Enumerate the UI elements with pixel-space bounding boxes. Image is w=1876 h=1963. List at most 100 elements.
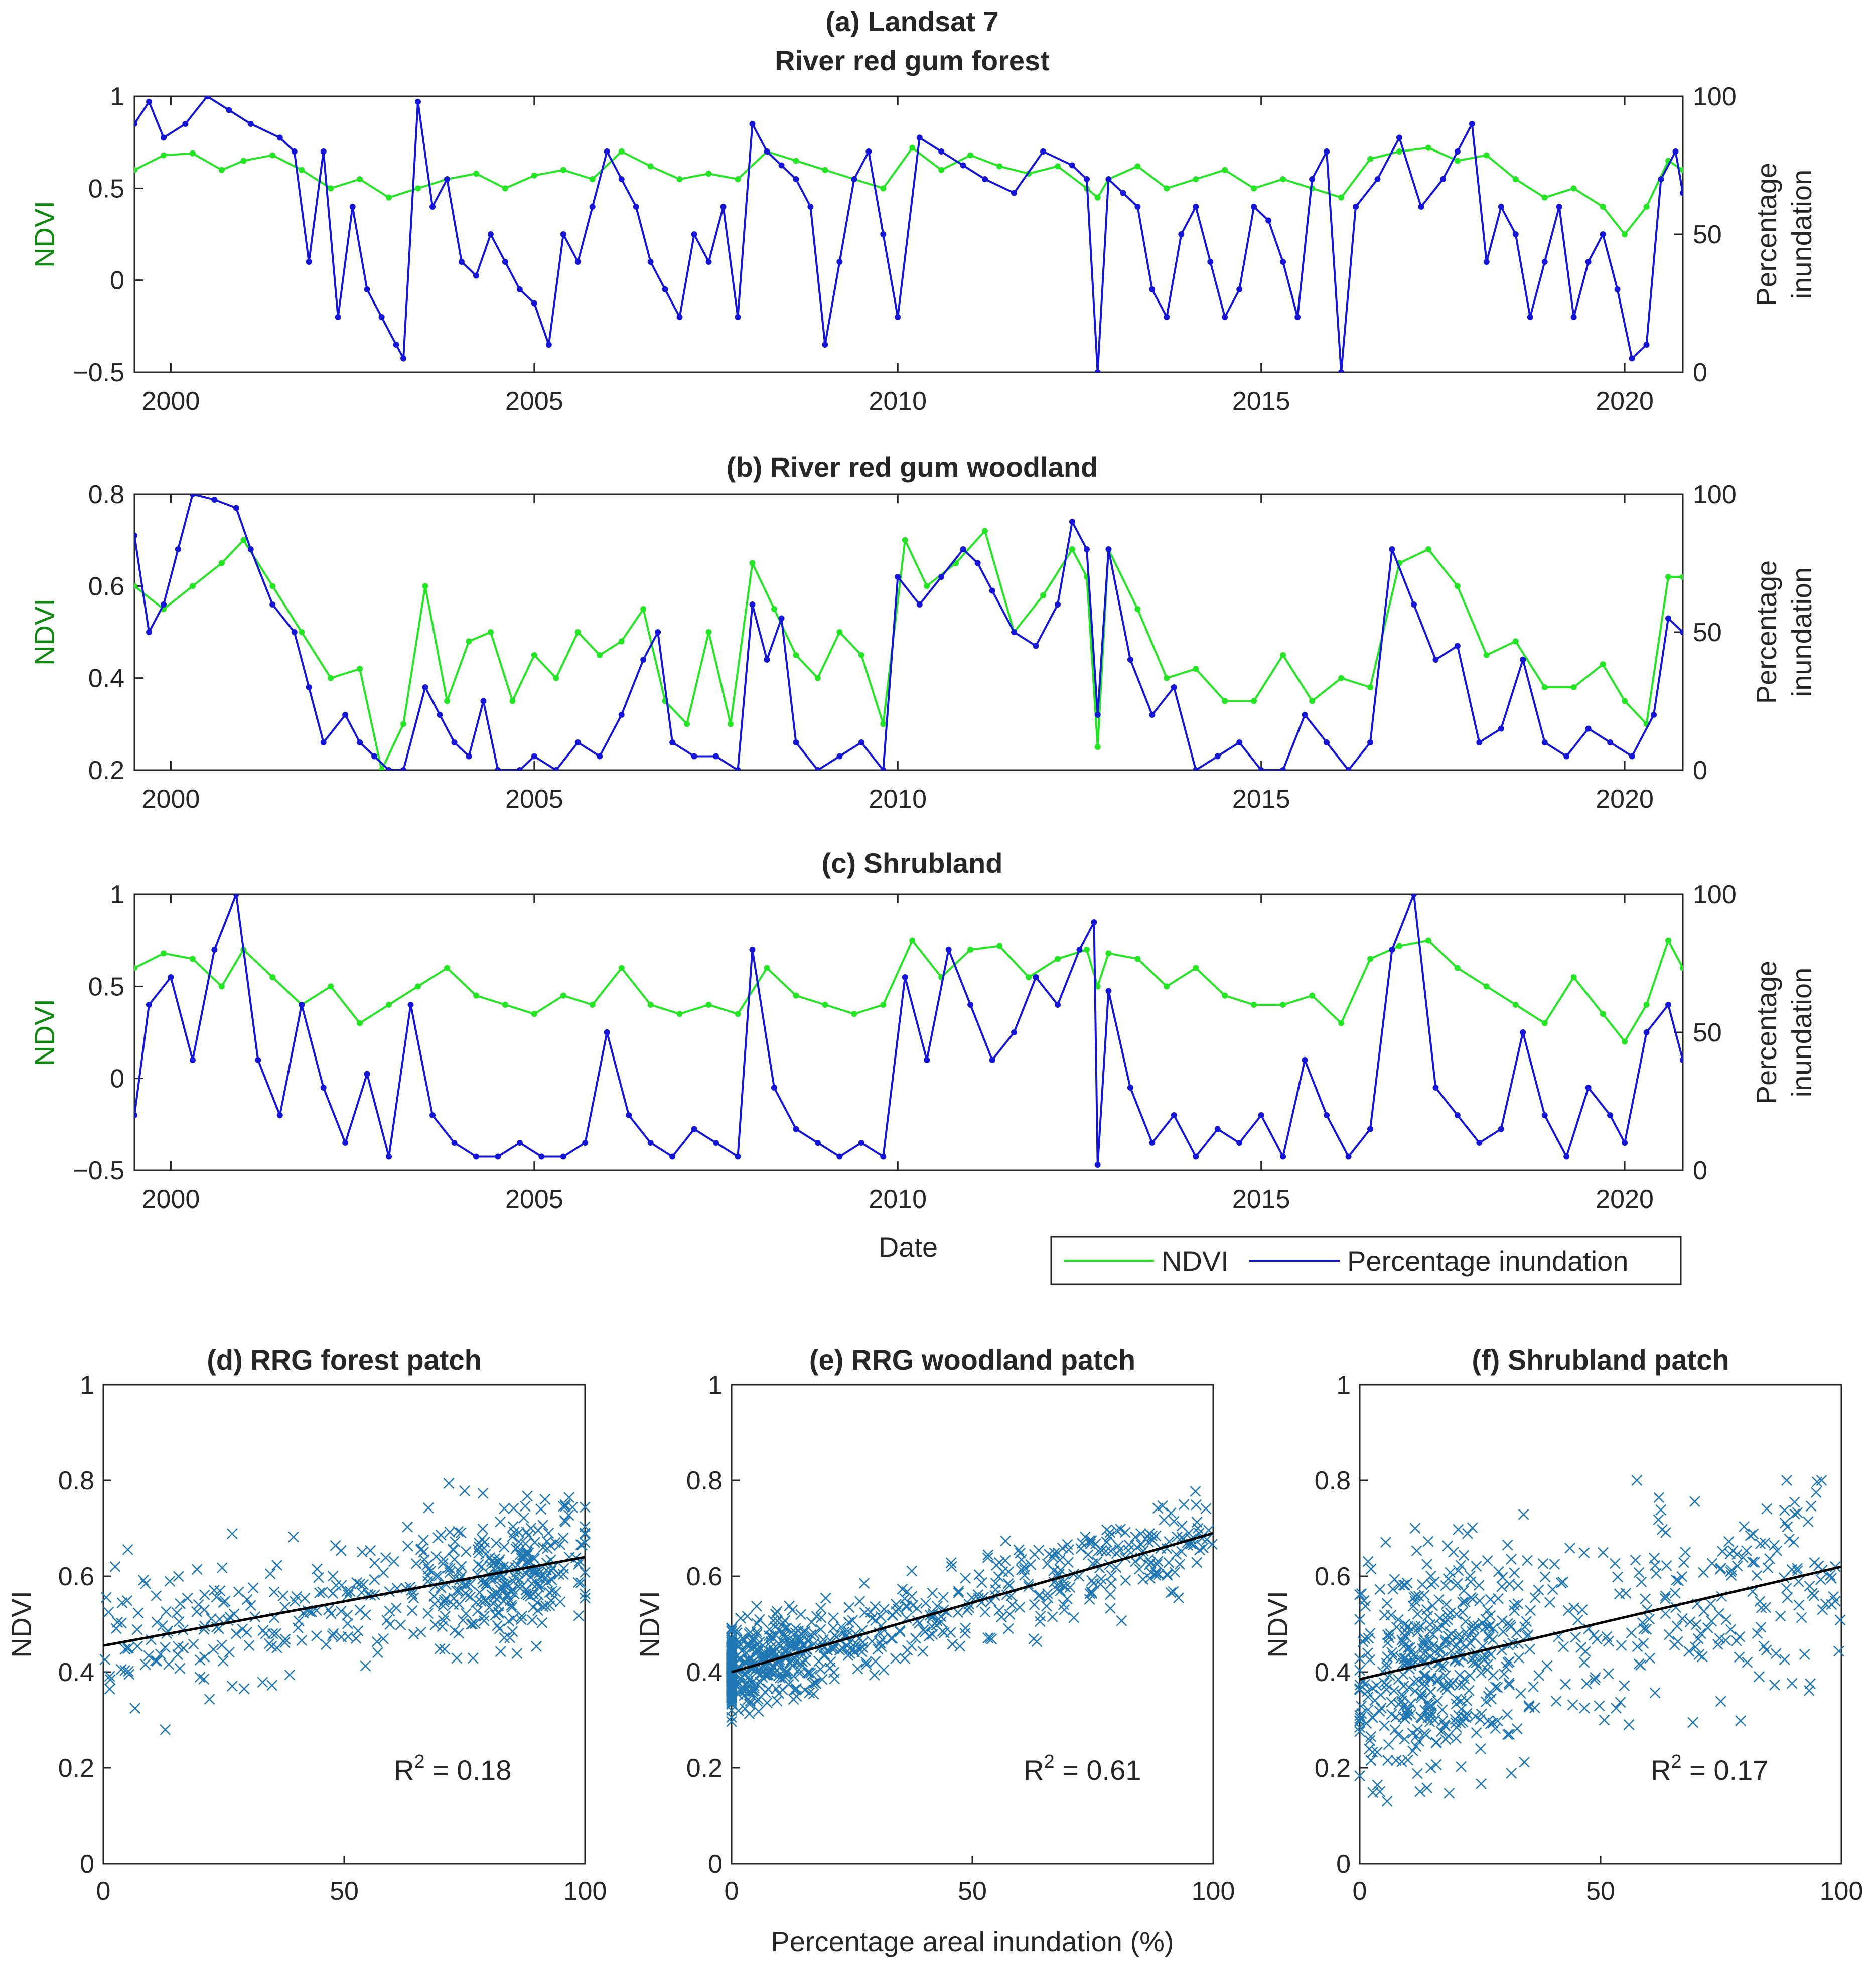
panel-f-marker — [1511, 1723, 1523, 1734]
panel-f-marker — [1442, 1540, 1454, 1552]
panel-e-marker — [1168, 1586, 1179, 1597]
panel-b-ndvi-point — [1665, 574, 1672, 580]
panel-a-ndvi-point — [1425, 144, 1431, 151]
panel-c-ndvi-point — [1251, 1002, 1257, 1008]
panel-b-ndvi-point — [299, 629, 305, 635]
panel-f-marker — [1738, 1552, 1749, 1563]
panel-b-ndvi-point — [1425, 546, 1431, 552]
panel-d-marker — [268, 1586, 280, 1598]
panel-c-ndvi-point — [1094, 983, 1101, 990]
panel-a-ndvi-point — [1094, 194, 1101, 201]
panel-a-inundation-point — [895, 314, 901, 320]
panel-e-marker — [791, 1683, 802, 1694]
panel-a-inundation-point — [1011, 190, 1018, 196]
panel-a-xtick-label-2000: 2000 — [142, 387, 200, 416]
panel-a-ndvi-point — [415, 185, 421, 192]
panel-b-title: (b) River red gum woodland — [727, 451, 1098, 483]
panel-f-marker — [1799, 1649, 1810, 1660]
panel-e-marker — [1082, 1549, 1094, 1560]
panel-d-marker — [230, 1628, 242, 1639]
panel-f-marker — [1424, 1626, 1436, 1637]
panel-e-marker — [788, 1694, 799, 1705]
panel-d-marker — [173, 1616, 185, 1627]
panel-e-marker — [790, 1656, 802, 1668]
panel-f-marker — [1354, 1653, 1365, 1665]
panel-f-r2-r: R — [1651, 1754, 1671, 1786]
panel-c-inundation-point — [1476, 1140, 1483, 1146]
panel-d-marker — [194, 1672, 206, 1683]
panel-c-inundation-point — [626, 1112, 632, 1118]
panel-d-marker — [174, 1663, 186, 1674]
panel-f-marker — [1633, 1658, 1645, 1670]
panel-f-marker — [1792, 1565, 1803, 1576]
panel-f-marker — [1436, 1681, 1448, 1692]
panel-f-marker — [1376, 1702, 1387, 1714]
panel-f-marker — [1770, 1648, 1782, 1659]
panel-f-marker — [1649, 1687, 1661, 1699]
panel-f-marker — [1802, 1516, 1814, 1528]
panel-d-marker — [206, 1613, 217, 1624]
panel-d-marker — [173, 1641, 184, 1652]
panel-b-ytick-left-label-3: 0.2 — [88, 756, 124, 785]
panel-a-inundation-point — [574, 259, 581, 265]
panel-b-inundation-point — [960, 546, 966, 552]
panel-f-marker — [1687, 1717, 1698, 1728]
panel-f-marker — [1525, 1605, 1536, 1616]
panel-d-marker — [477, 1577, 489, 1589]
panel-f-marker — [1813, 1560, 1824, 1572]
panel-b-inundation-point — [880, 767, 887, 770]
panel-f-marker — [1460, 1616, 1471, 1627]
panel-e-marker — [1029, 1599, 1040, 1610]
panel-f-marker — [1779, 1517, 1791, 1529]
panel-f-marker — [1725, 1566, 1736, 1577]
panel-e-scatter: (e) RRG woodland patch 0 50 10010.80.60.40… — [634, 1344, 1235, 1957]
panel-a-ndvi-point — [1643, 204, 1650, 210]
panel-a-inundation-point — [589, 204, 596, 210]
panel-a-xtick-label-2005: 2005 — [505, 387, 563, 416]
panel-e-marker — [1171, 1549, 1182, 1560]
panel-f-marker — [1411, 1730, 1422, 1741]
panel-c-ndvi-point — [1105, 950, 1112, 957]
panel-d-marker — [526, 1614, 538, 1626]
panel-e-marker — [1101, 1524, 1112, 1536]
panel-e-marker — [1147, 1535, 1159, 1546]
panel-c-ndvi-point — [676, 1011, 683, 1017]
panel-f-marker — [1523, 1700, 1535, 1711]
panel-c-inundation-point — [1622, 1140, 1628, 1146]
panel-f-marker — [1440, 1599, 1452, 1610]
panel-e-marker — [960, 1573, 971, 1584]
panel-f-marker — [1398, 1700, 1410, 1712]
panel-e-marker — [787, 1604, 798, 1616]
panel-c-inundation-point — [735, 1153, 741, 1160]
panel-f-marker — [1578, 1702, 1590, 1714]
panel-d-marker — [575, 1539, 587, 1550]
panel-d-marker — [507, 1626, 518, 1637]
panel-f-xtick-label-50: 50 — [1586, 1877, 1615, 1906]
panel-b-inundation-point — [134, 532, 137, 539]
panel-f-marker — [1632, 1641, 1643, 1652]
panel-d-marker — [342, 1610, 353, 1621]
panel-e-marker — [973, 1569, 985, 1580]
panel-a-inundation-point — [807, 204, 814, 210]
panel-f-marker — [1512, 1580, 1524, 1591]
panel-e-marker — [1137, 1574, 1149, 1585]
panel-a-inundation-point — [335, 314, 341, 320]
panel-d-marker — [516, 1581, 528, 1592]
panel-e-ylabel: NDVI — [634, 1591, 665, 1658]
panel-b-inundation-point — [814, 767, 821, 770]
panel-d-plot-area: 0 50 100 1 0.8 0.6 0.4 0.2 0 — [58, 1371, 607, 1906]
panel-d-marker — [395, 1619, 406, 1631]
panel-d-marker — [467, 1652, 479, 1664]
panel-b-ndvi-point — [134, 583, 137, 589]
panel-d-marker — [550, 1586, 561, 1598]
panel-a-inundation-point — [1418, 204, 1424, 210]
panel-f-marker — [1416, 1688, 1427, 1699]
panel-d-marker — [388, 1556, 399, 1567]
legend: NDVI Percentage inundation — [1050, 1236, 1682, 1285]
panel-e-marker — [781, 1667, 792, 1679]
panel-c-ylabel-left: NDVI — [29, 999, 60, 1066]
panel-a-timeseries: (a) Landsat 7 River red gum forest 2000 2… — [29, 6, 1817, 416]
panel-b-ndvi-point — [487, 629, 494, 635]
panel-a-inundation-point — [247, 121, 254, 127]
panel-e-marker — [1120, 1575, 1131, 1586]
